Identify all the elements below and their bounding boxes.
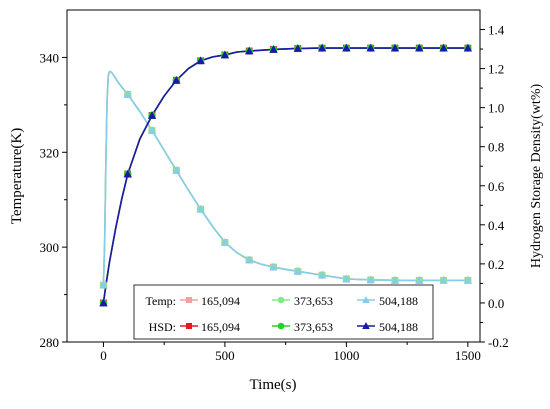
legend-hsd-entry-3: 504,188 — [379, 320, 418, 334]
marker-temp-504188 — [269, 262, 278, 271]
legend-temp-entry-2: 373,653 — [294, 294, 333, 308]
legend-temp-entry-3: 504,188 — [379, 294, 418, 308]
legend-marker-sample — [277, 322, 285, 330]
marker-hsd-504188 — [147, 111, 157, 119]
y-right-tick-label: 0.6 — [488, 179, 505, 194]
y-right-tick-label: 0.2 — [488, 257, 504, 272]
series-line-temp-504188 — [102, 70, 468, 286]
y-right-tick-label: 1.4 — [488, 23, 505, 38]
legend-marker-sample — [362, 296, 370, 303]
x-tick-label: 1500 — [455, 348, 481, 363]
y-left-tick-label: 300 — [40, 240, 60, 255]
marker-hsd-504188 — [269, 45, 278, 53]
y-axis-right-label: Hydrogen Storage Density(wt%) — [529, 84, 544, 269]
legend-marker-sample — [277, 296, 285, 304]
marker-hsd-504188 — [366, 43, 375, 52]
y-left-tick-label: 320 — [40, 145, 60, 160]
marker-hsd-504188 — [390, 43, 400, 52]
legend-row-hsd-label: HSD: — [149, 320, 176, 334]
marker-temp-504188 — [439, 275, 448, 284]
marker-temp-504188 — [172, 165, 181, 174]
y-axis-left-label: Temperature(K) — [9, 128, 25, 224]
legend-box — [133, 284, 434, 340]
marker-hsd-504188 — [196, 56, 205, 65]
marker-hsd-504188 — [463, 43, 473, 52]
marker-hsd-504188 — [342, 43, 351, 52]
marker-hsd-504188 — [245, 46, 254, 55]
marker-hsd-504188 — [123, 169, 132, 178]
marker-temp-504188 — [366, 275, 375, 284]
marker-temp-504188 — [415, 275, 424, 284]
marker-temp-504188 — [245, 255, 254, 264]
y-right-tick-label: 0.0 — [488, 296, 504, 311]
series-line-hsd-373653 — [102, 47, 468, 304]
legend-marker-sample — [362, 322, 370, 329]
markers — [99, 43, 473, 307]
x-tick-label: 0 — [100, 348, 107, 363]
marker-hsd-504188 — [99, 298, 108, 307]
y-right-tick-label: -0.2 — [488, 335, 509, 350]
marker-hsd-504188 — [220, 50, 230, 59]
y-left-tick-label: 280 — [40, 335, 60, 350]
series-line-hsd-165094 — [102, 47, 468, 304]
marker-temp-504188 — [293, 266, 302, 275]
legend-marker-sample — [186, 323, 192, 329]
series-line-hsd-504188 — [102, 47, 468, 304]
marker-temp-504188 — [463, 275, 473, 284]
marker-temp-504188 — [123, 90, 132, 98]
legend-temp-entry-1: 165,094 — [201, 294, 240, 308]
legend-marks — [180, 296, 375, 330]
marker-hsd-504188 — [317, 43, 327, 52]
marker-temp-504188 — [99, 280, 108, 289]
y-right-tick-label: 1.0 — [488, 101, 504, 116]
x-axis-label: Time(s) — [250, 377, 297, 393]
marker-temp-504188 — [196, 204, 205, 213]
y-right-tick-label: 0.4 — [488, 218, 505, 233]
legend-hsd-entry-2: 373,653 — [294, 320, 333, 334]
plot-frame — [66, 9, 481, 343]
y-right-tick-label: 0.8 — [488, 140, 504, 155]
y-right-tick-label: 1.2 — [488, 62, 504, 77]
marker-hsd-504188 — [439, 43, 448, 52]
legend: Temp: HSD: 165,094 373,653 504,188 165,0… — [133, 284, 434, 340]
legend-row-temp-label: Temp: — [146, 294, 177, 308]
marker-temp-504188 — [342, 274, 351, 283]
curves — [102, 47, 468, 304]
ticks: 0 500 1000 1500 280 300 320 340 -0.2 0.0 0.2 0.4 0.6… — [40, 23, 509, 363]
series-line-temp-165094 — [102, 70, 468, 286]
marker-temp-504188 — [220, 238, 230, 246]
marker-temp-504188 — [147, 126, 157, 134]
marker-hsd-504188 — [172, 75, 181, 84]
marker-hsd-504188 — [293, 44, 302, 52]
y-left-tick-label: 340 — [40, 50, 60, 65]
marker-temp-504188 — [317, 270, 327, 279]
x-tick-label: 1000 — [333, 348, 359, 363]
legend-hsd-entry-1: 165,094 — [201, 320, 240, 334]
x-tick-label: 500 — [215, 348, 235, 363]
series-line-temp-373653 — [102, 70, 468, 286]
marker-hsd-504188 — [415, 43, 424, 52]
marker-temp-504188 — [390, 275, 400, 284]
legend-marker-sample — [186, 297, 192, 303]
